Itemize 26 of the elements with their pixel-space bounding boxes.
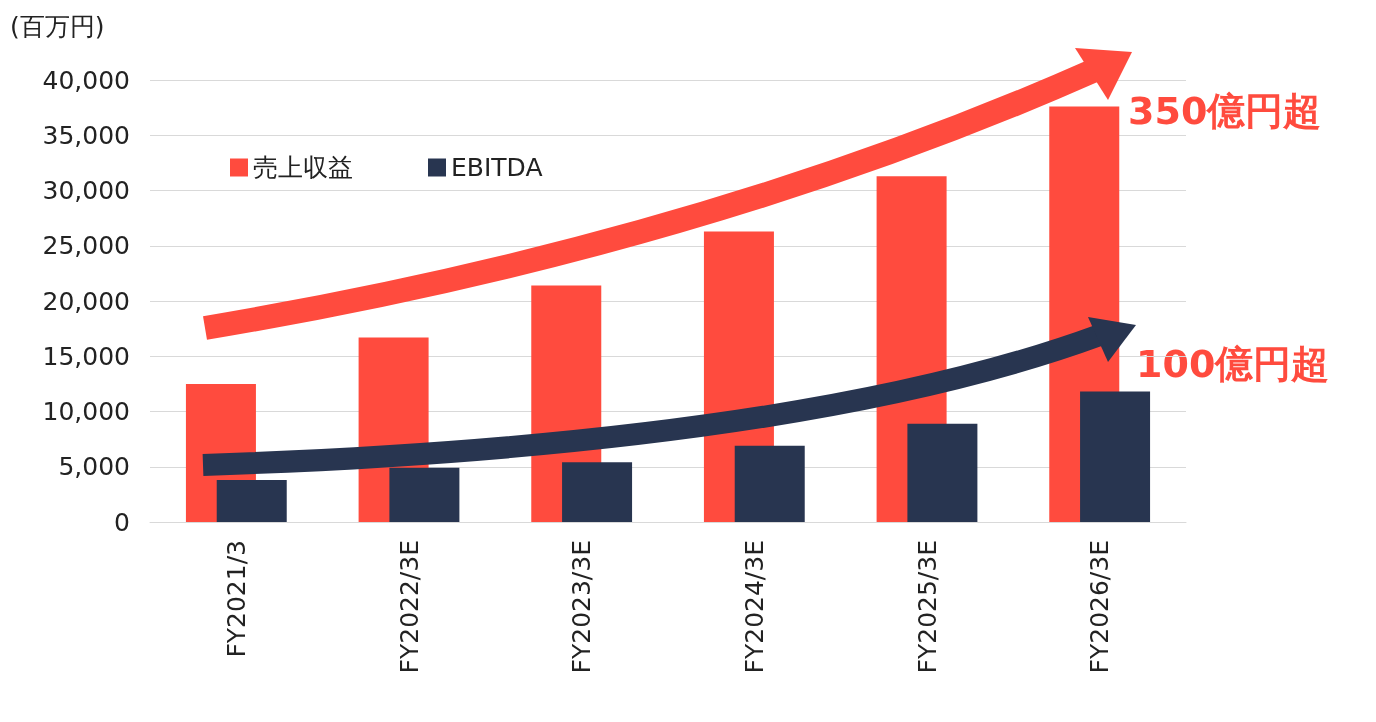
- x-tick-label: FY2021/3: [221, 540, 251, 658]
- legend-label: 売上収益: [253, 153, 353, 182]
- annotation: 100億円超: [1136, 342, 1330, 386]
- x-tick-label: FY2023/3E: [567, 540, 597, 674]
- y-tick-label: 25,000: [42, 231, 130, 261]
- y-tick-label: 35,000: [42, 120, 130, 150]
- y-tick-label: 40,000: [42, 65, 130, 95]
- annotation: 350億円超: [1128, 89, 1322, 133]
- bar: [734, 445, 805, 522]
- y-tick-label: 0: [114, 507, 130, 537]
- y-axis-title: (百万円): [10, 12, 105, 41]
- bar: [907, 423, 978, 522]
- bar: [389, 467, 460, 522]
- bar: [216, 480, 287, 522]
- y-tick-label: 10,000: [42, 397, 130, 426]
- bar: [562, 462, 633, 522]
- y-tick-label: 30,000: [42, 176, 130, 205]
- bar: [1080, 391, 1151, 522]
- y-tick-label: 15,000: [42, 341, 130, 371]
- legend-label: EBITDA: [451, 153, 543, 182]
- x-tick-label: FY2025/3E: [912, 540, 942, 674]
- x-tick-label: FY2024/3E: [739, 540, 769, 674]
- y-tick-label: 20,000: [42, 286, 130, 316]
- x-tick-label: FY2026/3E: [1085, 540, 1115, 674]
- y-tick-label: 5,000: [58, 452, 130, 482]
- x-tick-label: FY2022/3E: [394, 540, 424, 674]
